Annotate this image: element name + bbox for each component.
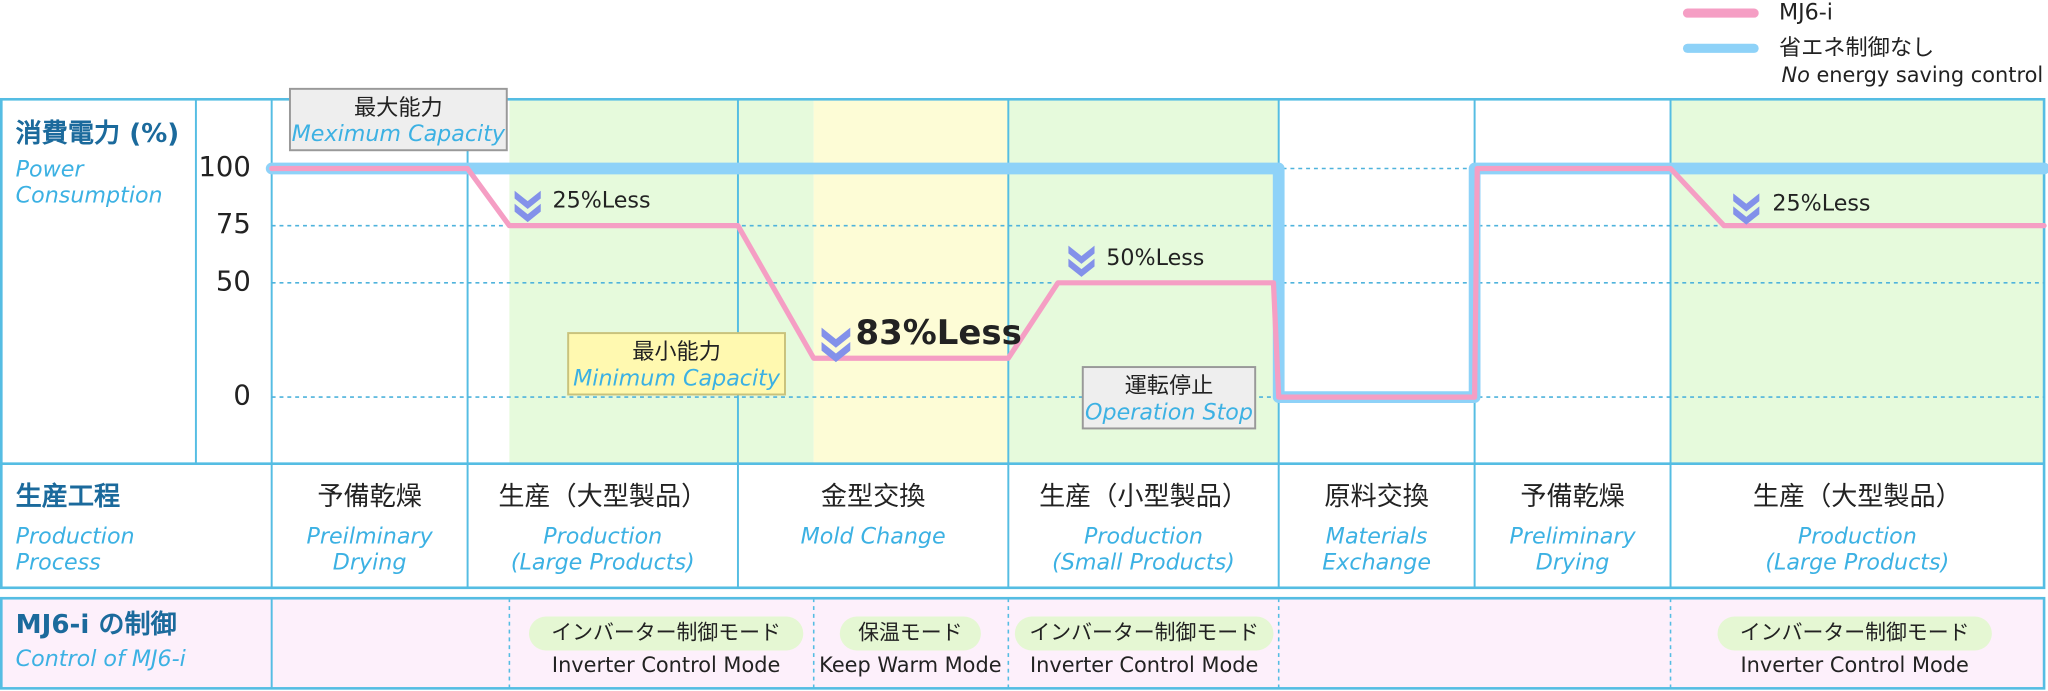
down-chevron — [821, 341, 851, 363]
down-chevron — [1068, 258, 1095, 277]
annotation-subtitle: Meximum Capacity — [292, 121, 506, 147]
annotation-title: 運転停止 — [1125, 373, 1214, 399]
annotation-title: 最小能力 — [632, 339, 721, 365]
table-frame — [0, 97, 2046, 590]
y-tick-label: 0 — [233, 381, 250, 412]
mode-name: インバーター制御モード — [1029, 620, 1259, 644]
row-title: MJ6-i の制御 — [16, 609, 177, 640]
down-chevron — [1733, 206, 1760, 225]
mode-name: 保温モード — [858, 620, 962, 644]
stage-name: 生産（小型製品） — [1039, 482, 1248, 512]
y-tick-label: 50 — [216, 266, 251, 297]
stage-name-en: (Large Products) — [1765, 549, 1949, 575]
annotation-box — [1081, 366, 1257, 430]
stage-name-en: (Small Products) — [1052, 549, 1235, 575]
row-subtitle: Control of MJ6-i — [16, 646, 187, 672]
stage-name-en: Production — [1798, 523, 1917, 549]
down-chevron — [1068, 245, 1095, 264]
row-title: 消費電力 (%) — [16, 119, 180, 149]
stage-name-en: Drying — [333, 549, 407, 575]
stage-name: 生産（大型製品） — [498, 482, 707, 512]
stage-name: 予備乾燥 — [1520, 482, 1624, 512]
stage-name-en: Production — [1084, 523, 1203, 549]
y-tick-label: 100 — [198, 152, 250, 183]
down-chevron — [514, 190, 541, 210]
reduction-label: 25%Less — [552, 188, 650, 214]
y-tick-label: 75 — [216, 209, 251, 240]
annotation-subtitle: Operation Stop — [1085, 399, 1253, 425]
legend-label: 省エネ制御なし — [1779, 35, 1934, 61]
stage-name-en: Preliminary — [1509, 523, 1636, 549]
stage-name: 予備乾燥 — [317, 482, 421, 512]
stage-name-en: Preilminary — [307, 523, 434, 549]
row-title: 生産工程 — [16, 481, 120, 512]
stage-name-en: Drying — [1536, 549, 1610, 575]
mode-name: インバーター制御モード — [1740, 620, 1970, 644]
stage-name: 生産（大型製品） — [1753, 482, 1962, 512]
row-subtitle: Power — [16, 156, 86, 182]
series-line — [269, 165, 2047, 400]
down-chevron — [514, 203, 541, 223]
row-subtitle: Production — [16, 523, 135, 549]
down-chevron — [821, 327, 851, 348]
stage-name-en: Production — [543, 523, 662, 549]
mode-name-en: Keep Warm Mode — [819, 653, 1001, 677]
stage-name-en: Materials — [1326, 523, 1428, 549]
row-subtitle: Process — [16, 549, 101, 575]
mode-pill — [839, 616, 981, 651]
reduction-label: 83%Less — [856, 313, 1022, 353]
reduction-label: 50%Less — [1106, 245, 1204, 271]
stage-name: 金型交換 — [821, 482, 925, 512]
stage-name: 原料交換 — [1324, 482, 1428, 512]
legend-note-text: energy saving control — [1816, 63, 2043, 87]
stage-name-en: Exchange — [1322, 549, 1431, 575]
annotation-title: 最大能力 — [354, 95, 443, 121]
mode-name: インバーター制御モード — [551, 620, 781, 644]
annotation-box — [567, 332, 786, 396]
mode-name-en: Inverter Control Mode — [552, 653, 780, 677]
annotation-box — [288, 87, 508, 152]
zone-background — [509, 100, 814, 464]
reduction-label: 25%Less — [1772, 190, 1870, 216]
mode-pill — [528, 616, 804, 651]
mode-name-en: Inverter Control Mode — [1030, 653, 1258, 677]
mode-name-en: Inverter Control Mode — [1740, 653, 1968, 677]
stage-name-en: Mold Change — [801, 523, 946, 549]
legend-note: No energy saving control — [1782, 63, 2044, 87]
stage-name-en: (Large Products) — [511, 549, 695, 575]
legend-label: MJ6-i — [1779, 0, 1833, 26]
mode-pill — [1014, 616, 1274, 651]
row-subtitle: Consumption — [16, 182, 163, 208]
down-chevron — [1733, 193, 1760, 212]
annotation-subtitle: Minimum Capacity — [573, 365, 781, 391]
mode-pill — [1717, 616, 1992, 651]
legend-note-em: No — [1782, 63, 1810, 87]
